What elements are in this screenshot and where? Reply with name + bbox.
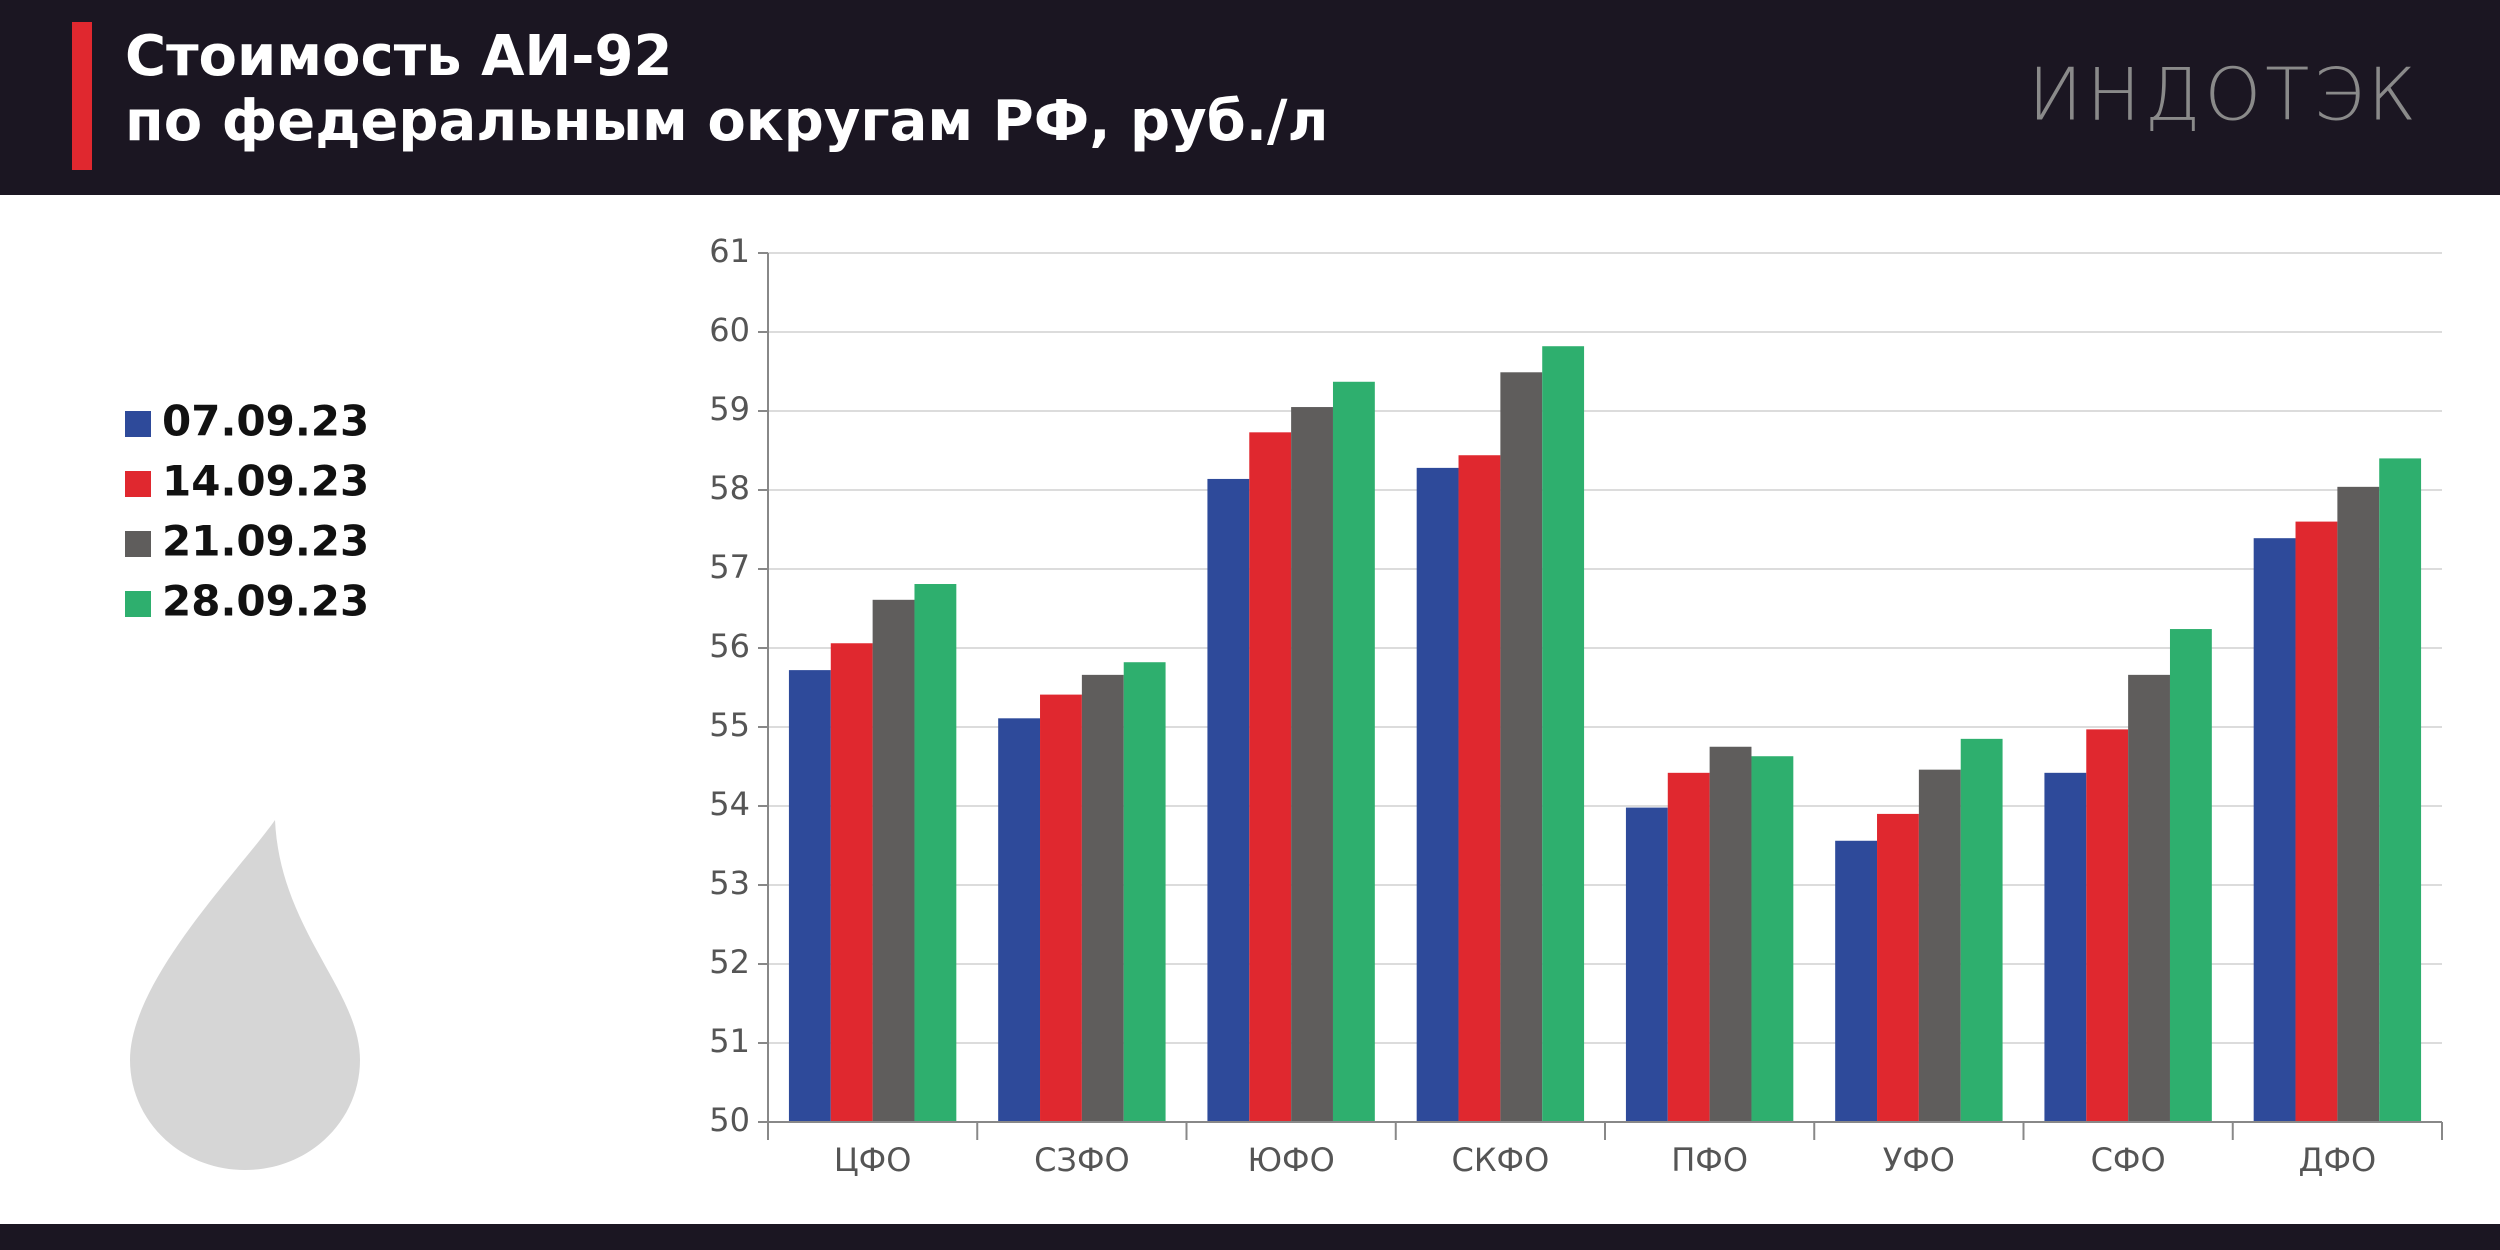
y-tick-label: 53: [709, 864, 750, 902]
y-tick-label: 54: [709, 785, 750, 823]
bar: [1416, 467, 1459, 1122]
bar: [1249, 432, 1292, 1123]
y-tick-label: 56: [709, 627, 750, 665]
header-bar: [0, 0, 2500, 195]
x-tick-label: СКФО: [1451, 1141, 1549, 1179]
bar: [1040, 694, 1082, 1122]
bar: [2044, 772, 2087, 1122]
bar: [1709, 746, 1752, 1122]
bar: [1960, 738, 2003, 1122]
bar: [998, 718, 1041, 1122]
bar: [1500, 372, 1543, 1122]
x-tick-label: УФО: [1883, 1141, 1955, 1179]
legend-swatch: [125, 591, 151, 617]
bar: [2337, 486, 2380, 1123]
y-tick-label: 52: [709, 943, 750, 981]
bar: [1291, 407, 1333, 1122]
footer-bar: [0, 1224, 2500, 1250]
bar: [2128, 674, 2170, 1122]
y-tick-label: 60: [709, 311, 750, 349]
y-tick-label: 58: [709, 469, 750, 507]
legend-swatch: [125, 471, 151, 497]
bar: [1081, 674, 1124, 1122]
bar: [2086, 729, 2129, 1122]
bar: [830, 643, 873, 1122]
bar: [1625, 807, 1668, 1122]
legend-label: 21.09.23: [162, 517, 369, 566]
bar: [1667, 772, 1710, 1122]
legend-swatch: [125, 531, 151, 557]
bar: [788, 670, 831, 1122]
bar: [1877, 813, 1919, 1122]
y-tick-label: 51: [709, 1022, 750, 1060]
bar: [2295, 521, 2338, 1122]
bar: [2169, 629, 2212, 1122]
legend-label: 14.09.23: [162, 457, 369, 506]
bar: [2379, 458, 2422, 1122]
bar: [1458, 455, 1501, 1122]
chart-subtitle: по федеральным округам РФ, руб./л: [125, 89, 1328, 154]
bar: [1918, 769, 1961, 1122]
legend-label: 28.09.23: [162, 577, 369, 626]
x-tick-label: ДФО: [2299, 1141, 2377, 1179]
bar: [914, 584, 957, 1122]
x-tick-label: СЗФО: [1034, 1141, 1130, 1179]
bar: [1751, 756, 1794, 1122]
bar: [2253, 538, 2296, 1122]
x-tick-label: СФО: [2091, 1141, 2166, 1179]
bar: [872, 599, 915, 1122]
legend-swatch: [125, 411, 151, 437]
legend-label: 07.09.23: [162, 397, 369, 446]
header-accent: [72, 22, 92, 170]
y-tick-label: 59: [709, 390, 750, 428]
x-tick-label: ЦФО: [834, 1141, 912, 1179]
bar: [1542, 346, 1585, 1123]
bar: [1835, 840, 1878, 1122]
x-tick-label: ЮФО: [1247, 1141, 1334, 1179]
bar: [1332, 381, 1375, 1122]
logo: ИНДОТЭК: [2028, 53, 2420, 137]
y-tick-label: 55: [709, 706, 750, 744]
drop-icon: [130, 820, 360, 1170]
x-tick-label: ПФО: [1671, 1141, 1748, 1179]
y-tick-label: 61: [709, 232, 750, 270]
y-tick-label: 50: [709, 1101, 750, 1139]
chart-title: Стоимость АИ-92: [125, 24, 672, 89]
y-tick-label: 57: [709, 548, 750, 586]
bar: [1123, 662, 1166, 1122]
bar: [1207, 478, 1250, 1122]
